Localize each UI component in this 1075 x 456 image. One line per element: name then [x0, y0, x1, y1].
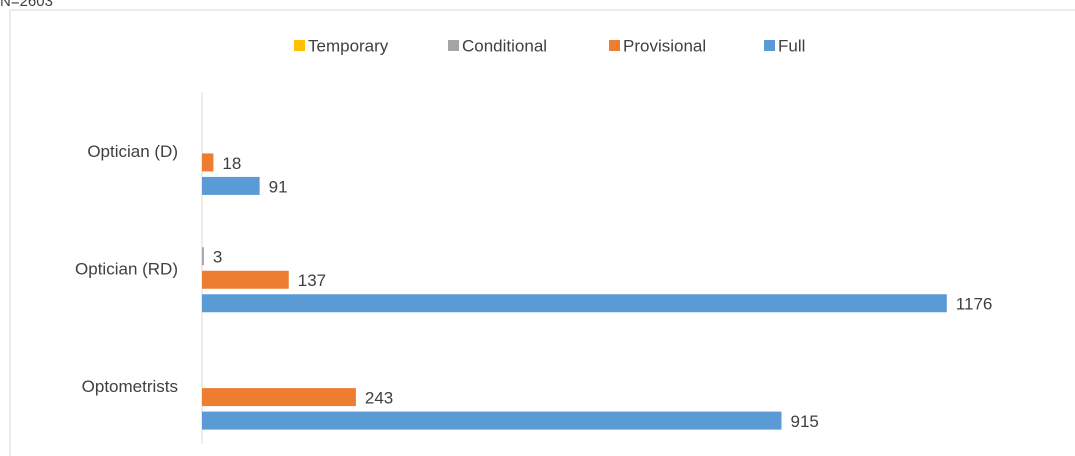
bar — [202, 411, 782, 430]
note: N=2603 — [0, 0, 53, 10]
bar — [202, 294, 947, 313]
bar — [202, 247, 204, 266]
legend-swatch — [448, 40, 459, 51]
value-label: 137 — [298, 271, 326, 290]
value-label: 18 — [222, 154, 241, 173]
legend-swatch — [609, 40, 620, 51]
bar — [202, 388, 356, 407]
value-label: 91 — [269, 177, 288, 196]
value-label: 3 — [213, 248, 222, 267]
value-label: 243 — [365, 389, 393, 408]
legend-swatch — [294, 40, 305, 51]
value-label: 1176 — [956, 295, 993, 314]
legend-label: Temporary — [308, 36, 389, 55]
category-label: Optician (RD) — [75, 259, 178, 278]
bar — [202, 270, 289, 289]
category-label: Optician (D) — [87, 142, 178, 161]
value-label: 915 — [791, 412, 819, 431]
chart-frame — [9, 9, 1075, 456]
category-label: Optometrists — [82, 377, 178, 396]
legend-label: Full — [778, 36, 805, 55]
bar — [202, 153, 214, 172]
bar — [202, 176, 260, 195]
legend-label: Conditional — [462, 36, 547, 55]
legend-label: Provisional — [623, 36, 706, 55]
legend-swatch — [764, 40, 775, 51]
